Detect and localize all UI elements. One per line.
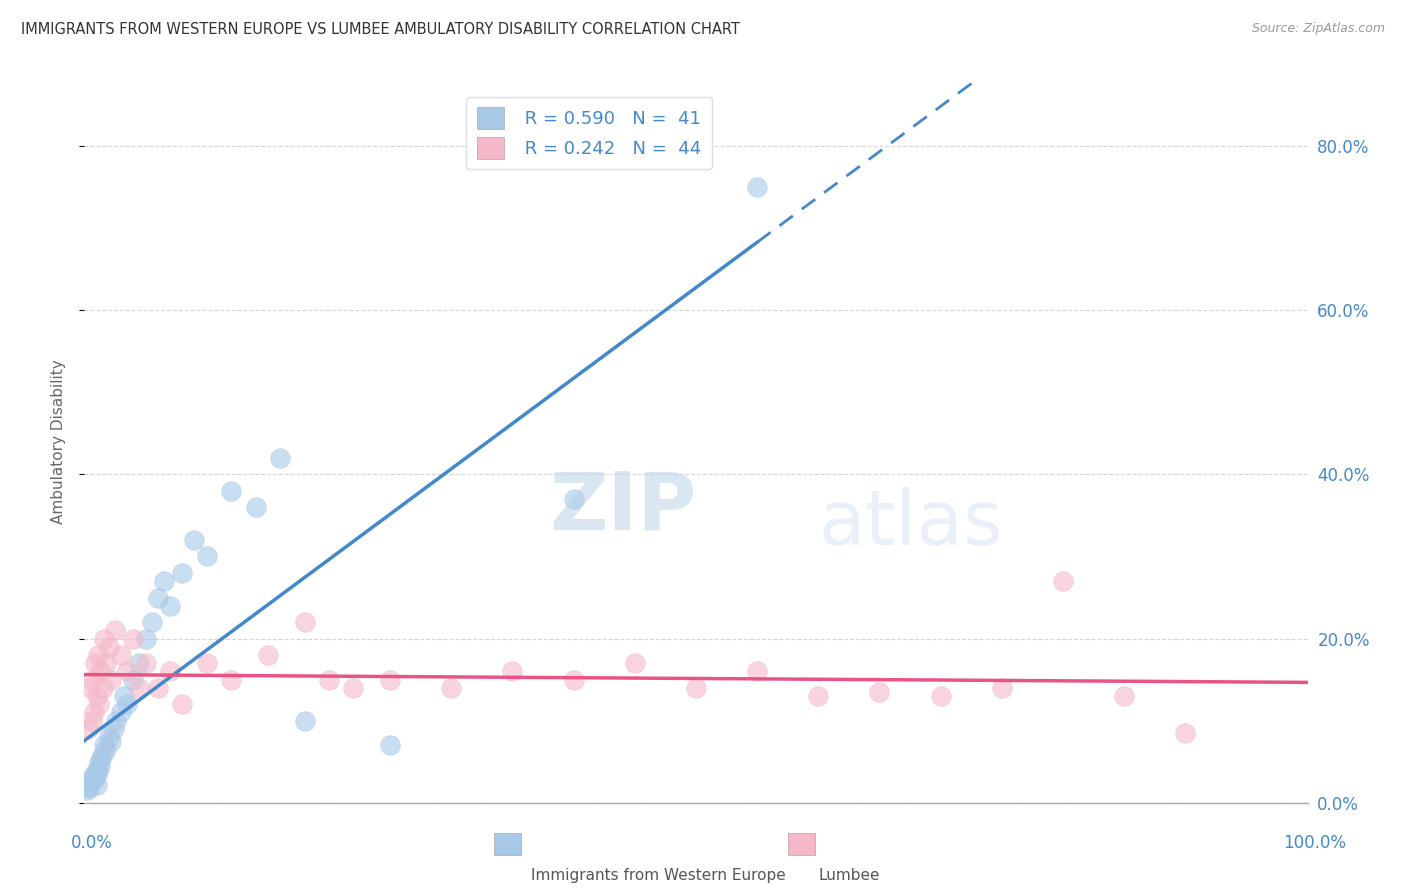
- Point: [929, 689, 952, 703]
- Point: [128, 657, 150, 671]
- Point: [77, 722, 100, 736]
- Point: [159, 599, 181, 613]
- Point: [245, 500, 267, 515]
- Point: [991, 681, 1014, 695]
- Point: [86, 778, 108, 792]
- Point: [146, 681, 169, 695]
- Point: [153, 574, 176, 588]
- Point: [807, 689, 830, 703]
- Point: [183, 533, 205, 547]
- Point: [96, 742, 118, 756]
- Point: [83, 767, 105, 781]
- Point: [112, 689, 135, 703]
- Point: [115, 698, 138, 712]
- Point: [87, 648, 110, 662]
- Bar: [787, 833, 814, 855]
- Point: [97, 640, 120, 654]
- Point: [104, 624, 127, 638]
- Point: [91, 747, 114, 761]
- Point: [100, 734, 122, 748]
- Point: [110, 648, 132, 662]
- Text: 0.0%: 0.0%: [70, 834, 112, 852]
- Point: [84, 657, 107, 671]
- Point: [83, 706, 105, 720]
- Point: [1114, 689, 1136, 703]
- Point: [562, 673, 585, 687]
- Point: [105, 714, 128, 728]
- Text: 100.0%: 100.0%: [1284, 834, 1346, 852]
- Point: [195, 657, 218, 671]
- Text: Lumbee: Lumbee: [818, 868, 880, 883]
- Text: Source: ZipAtlas.com: Source: ZipAtlas.com: [1251, 22, 1385, 36]
- Text: ZIP: ZIP: [550, 468, 696, 546]
- Point: [97, 730, 120, 744]
- Point: [103, 722, 125, 736]
- Point: [502, 665, 524, 679]
- Point: [110, 706, 132, 720]
- Point: [342, 681, 364, 695]
- Point: [1052, 574, 1074, 588]
- Point: [91, 681, 114, 695]
- Text: atlas: atlas: [818, 487, 1002, 561]
- Point: [122, 673, 145, 687]
- Point: [146, 591, 169, 605]
- Point: [84, 771, 107, 785]
- Point: [77, 780, 100, 795]
- Y-axis label: Ambulatory Disability: Ambulatory Disability: [51, 359, 66, 524]
- Point: [172, 698, 194, 712]
- Point: [93, 739, 115, 753]
- Point: [318, 673, 340, 687]
- Point: [624, 657, 647, 671]
- Point: [747, 665, 769, 679]
- Point: [87, 755, 110, 769]
- Point: [562, 491, 585, 506]
- Point: [89, 665, 111, 679]
- Point: [869, 685, 891, 699]
- Point: [115, 665, 138, 679]
- Point: [219, 673, 242, 687]
- Point: [294, 714, 316, 728]
- Legend:  R = 0.590   N =  41,  R = 0.242   N =  44: R = 0.590 N = 41, R = 0.242 N = 44: [467, 96, 711, 169]
- Point: [79, 681, 101, 695]
- Text: Immigrants from Western Europe: Immigrants from Western Europe: [531, 868, 786, 883]
- Point: [685, 681, 707, 695]
- Point: [1174, 726, 1197, 740]
- Point: [135, 657, 157, 671]
- Point: [93, 632, 115, 646]
- Point: [380, 739, 402, 753]
- Text: IMMIGRANTS FROM WESTERN EUROPE VS LUMBEE AMBULATORY DISABILITY CORRELATION CHART: IMMIGRANTS FROM WESTERN EUROPE VS LUMBEE…: [21, 22, 740, 37]
- Point: [122, 632, 145, 646]
- Point: [89, 759, 111, 773]
- Point: [100, 673, 122, 687]
- Point: [90, 750, 112, 764]
- Point: [82, 673, 104, 687]
- Point: [80, 714, 103, 728]
- Point: [440, 681, 463, 695]
- Point: [82, 772, 104, 787]
- Point: [79, 775, 101, 789]
- Point: [77, 780, 100, 794]
- Point: [87, 698, 110, 712]
- Bar: [494, 833, 522, 855]
- Point: [269, 450, 291, 465]
- Point: [294, 615, 316, 630]
- Point: [141, 615, 163, 630]
- Point: [159, 665, 181, 679]
- Point: [86, 689, 108, 703]
- Point: [219, 483, 242, 498]
- Point: [257, 648, 280, 662]
- Point: [87, 764, 110, 779]
- Point: [380, 673, 402, 687]
- Point: [86, 763, 108, 777]
- Point: [128, 681, 150, 695]
- Point: [135, 632, 157, 646]
- Point: [96, 657, 118, 671]
- Point: [747, 180, 769, 194]
- Point: [80, 771, 103, 785]
- Point: [195, 549, 218, 564]
- Point: [172, 566, 194, 580]
- Point: [76, 783, 98, 797]
